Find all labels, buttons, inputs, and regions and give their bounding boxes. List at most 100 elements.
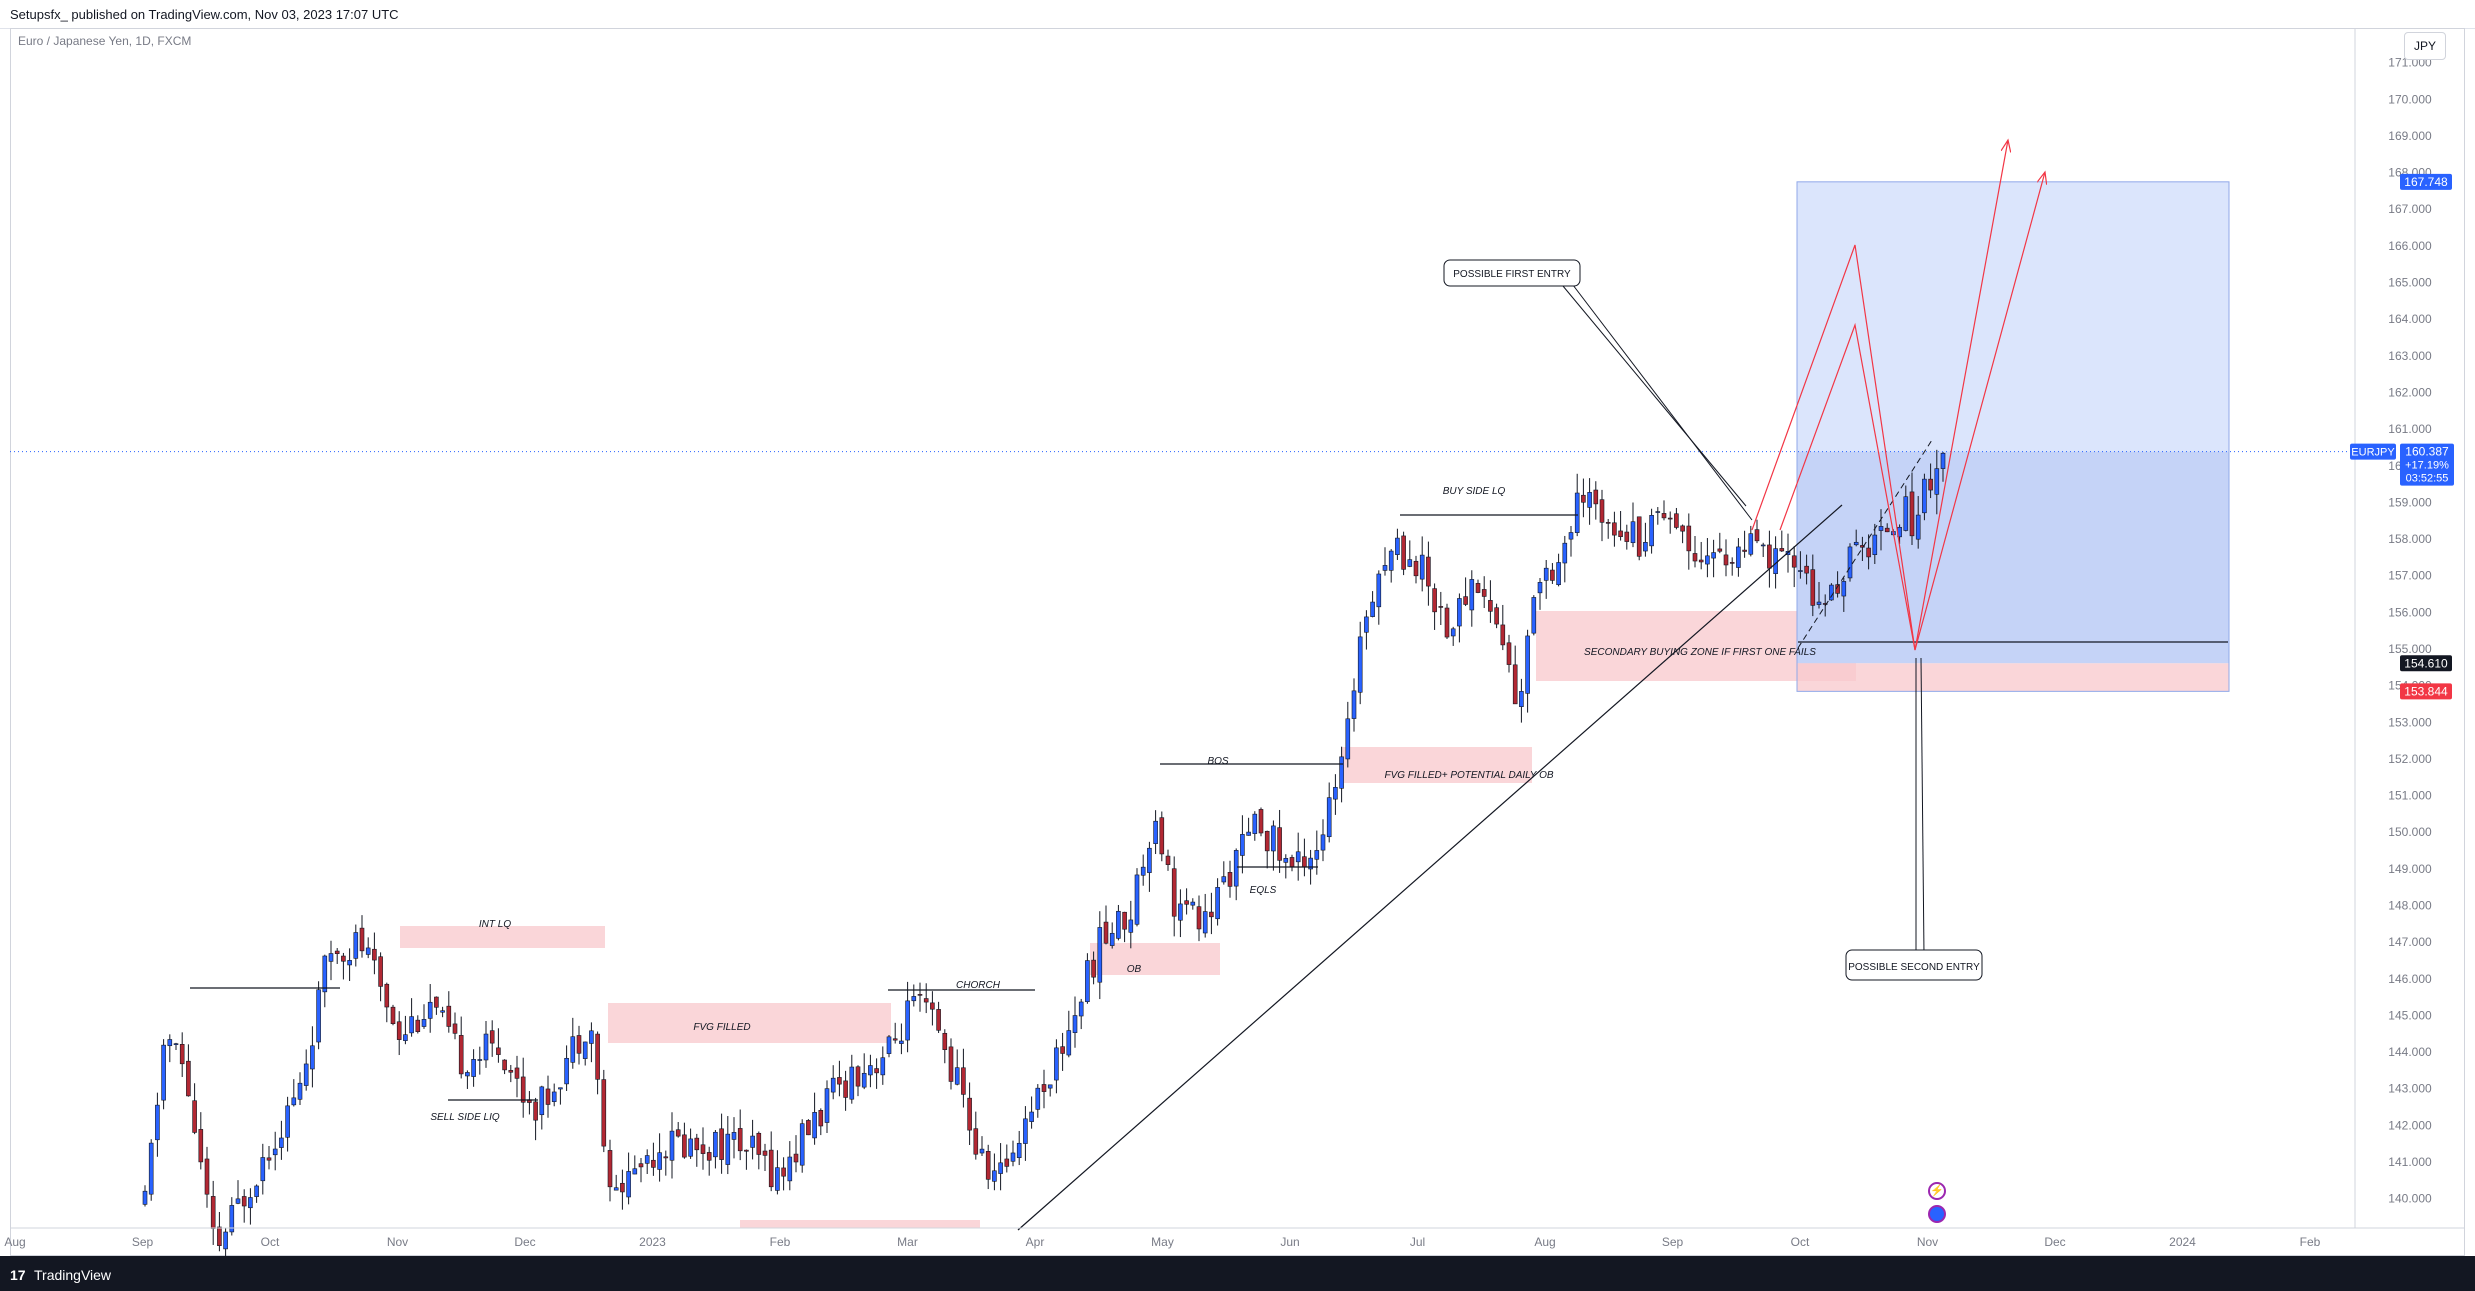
candle[interactable] xyxy=(1345,701,1351,768)
candle[interactable] xyxy=(1884,523,1890,533)
candle[interactable] xyxy=(601,1069,607,1153)
candle[interactable] xyxy=(570,1017,576,1069)
candle[interactable] xyxy=(1605,519,1611,539)
candle[interactable] xyxy=(384,982,390,1023)
candle[interactable] xyxy=(396,1011,402,1056)
candle[interactable] xyxy=(1506,634,1512,673)
candle[interactable] xyxy=(768,1131,774,1192)
candle[interactable] xyxy=(483,1021,489,1068)
candle[interactable] xyxy=(1922,473,1927,521)
candle[interactable] xyxy=(1314,830,1320,875)
candle[interactable] xyxy=(781,1157,786,1191)
candle[interactable] xyxy=(1047,1084,1053,1097)
candle[interactable] xyxy=(1357,621,1363,705)
candle[interactable] xyxy=(1860,536,1865,561)
candle[interactable] xyxy=(1271,820,1276,871)
candle[interactable] xyxy=(415,1015,421,1034)
candle[interactable] xyxy=(347,948,352,981)
candle[interactable] xyxy=(626,1152,631,1205)
candle[interactable] xyxy=(675,1122,681,1138)
candle[interactable] xyxy=(328,940,334,981)
candle[interactable] xyxy=(1134,868,1140,927)
candle[interactable] xyxy=(806,1119,811,1136)
candle[interactable] xyxy=(1196,895,1202,942)
candle[interactable] xyxy=(1872,523,1878,564)
candle[interactable] xyxy=(1463,577,1468,607)
candle[interactable] xyxy=(1370,591,1375,618)
candle[interactable] xyxy=(700,1127,706,1170)
candle[interactable] xyxy=(1258,807,1264,837)
candle[interactable] xyxy=(1680,524,1685,544)
candle[interactable] xyxy=(1426,541,1431,606)
candle[interactable] xyxy=(545,1075,551,1118)
candle[interactable] xyxy=(1085,953,1090,1004)
candle[interactable] xyxy=(1667,511,1673,534)
candle[interactable] xyxy=(1171,856,1177,937)
candle[interactable] xyxy=(793,1135,799,1173)
candle[interactable] xyxy=(533,1097,538,1141)
candle[interactable] xyxy=(1866,534,1871,570)
candle[interactable] xyxy=(1692,535,1698,568)
candle[interactable] xyxy=(1419,536,1425,592)
candle[interactable] xyxy=(688,1128,693,1159)
candle[interactable] xyxy=(1835,571,1840,598)
candle[interactable] xyxy=(1382,547,1388,576)
candle[interactable] xyxy=(210,1180,216,1245)
candle[interactable] xyxy=(1810,554,1816,617)
candle[interactable] xyxy=(942,1029,948,1064)
candle[interactable] xyxy=(322,954,328,1008)
candle[interactable] xyxy=(179,1032,185,1077)
candle[interactable] xyxy=(1432,583,1437,630)
candle[interactable] xyxy=(1333,774,1338,815)
candle[interactable] xyxy=(961,1048,966,1108)
candle[interactable] xyxy=(551,1083,557,1107)
candle[interactable] xyxy=(496,1028,501,1063)
candle[interactable] xyxy=(861,1053,867,1090)
candle[interactable] xyxy=(1407,540,1413,568)
candle[interactable] xyxy=(1568,525,1574,557)
candle[interactable] xyxy=(669,1112,675,1179)
candle[interactable] xyxy=(787,1141,793,1191)
candle[interactable] xyxy=(582,1041,588,1066)
candle[interactable] xyxy=(1054,1039,1059,1094)
candle[interactable] xyxy=(638,1157,644,1183)
candle[interactable] xyxy=(1388,549,1394,583)
candle[interactable] xyxy=(905,981,910,1053)
candle[interactable] xyxy=(1469,570,1475,627)
candle[interactable] xyxy=(446,991,452,1033)
candle[interactable] xyxy=(1264,830,1270,869)
candle[interactable] xyxy=(1909,472,1915,546)
candle[interactable] xyxy=(1109,922,1115,949)
candle[interactable] xyxy=(458,1016,464,1079)
candle[interactable] xyxy=(917,982,923,1012)
candle[interactable] xyxy=(1804,554,1809,585)
candle[interactable] xyxy=(1072,996,1078,1048)
candle[interactable] xyxy=(1519,678,1524,723)
candle[interactable] xyxy=(1041,1069,1047,1109)
candle[interactable] xyxy=(1630,502,1636,548)
candle[interactable] xyxy=(1122,911,1127,943)
candle[interactable] xyxy=(1729,557,1735,576)
candle[interactable] xyxy=(880,1046,886,1085)
candle[interactable] xyxy=(744,1149,749,1170)
target-zone-light[interactable] xyxy=(1797,181,2229,452)
candle[interactable] xyxy=(651,1142,656,1176)
candle[interactable] xyxy=(378,952,383,1002)
candle[interactable] xyxy=(1711,539,1716,578)
candle[interactable] xyxy=(812,1092,817,1145)
candle[interactable] xyxy=(973,1111,979,1160)
zone-red-5[interactable] xyxy=(740,1220,980,1228)
candle[interactable] xyxy=(1376,570,1382,625)
candle[interactable] xyxy=(954,1049,960,1086)
candle[interactable] xyxy=(1060,1032,1065,1071)
target-zone[interactable] xyxy=(1797,451,2229,664)
candle[interactable] xyxy=(1457,593,1462,643)
candle[interactable] xyxy=(837,1060,842,1097)
candle[interactable] xyxy=(1103,905,1109,945)
candle[interactable] xyxy=(644,1149,650,1175)
candle[interactable] xyxy=(155,1092,160,1157)
candle[interactable] xyxy=(1550,563,1555,584)
projection-path-2[interactable] xyxy=(1779,172,2045,651)
candle[interactable] xyxy=(868,1054,873,1088)
candle[interactable] xyxy=(1233,848,1239,901)
